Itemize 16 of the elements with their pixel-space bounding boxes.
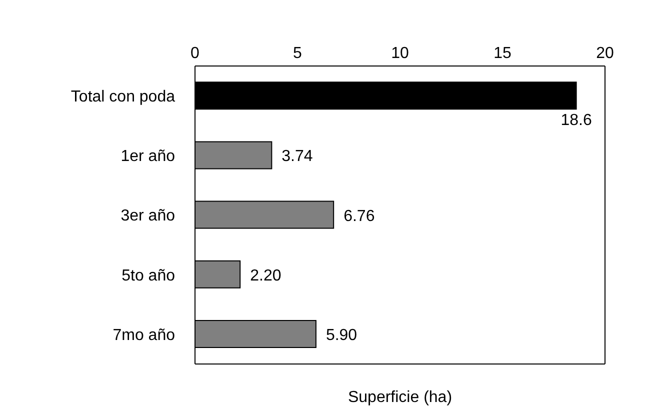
x-axis-title: Superficie (ha) [348,389,452,406]
y-tick-label: 1er año [120,148,176,166]
x-tick-label: 5 [293,45,302,62]
y-tick-label: 5to año [122,267,176,284]
data-label: 2.20 [250,267,282,284]
y-tick-label: Total con poda [70,88,176,106]
x-tick-label: 10 [391,45,409,62]
x-tick-label: 20 [596,45,614,62]
x-tick-label: 15 [494,45,512,62]
y-tick-label: 7mo año [112,326,176,344]
data-label: 5.90 [326,326,358,344]
data-label: 18.6 [560,112,592,130]
x-tick-label: 0 [190,45,200,62]
data-label: 6.76 [344,208,375,225]
y-tick-label: 3er año [120,208,176,225]
data-label: 3.74 [282,148,313,166]
